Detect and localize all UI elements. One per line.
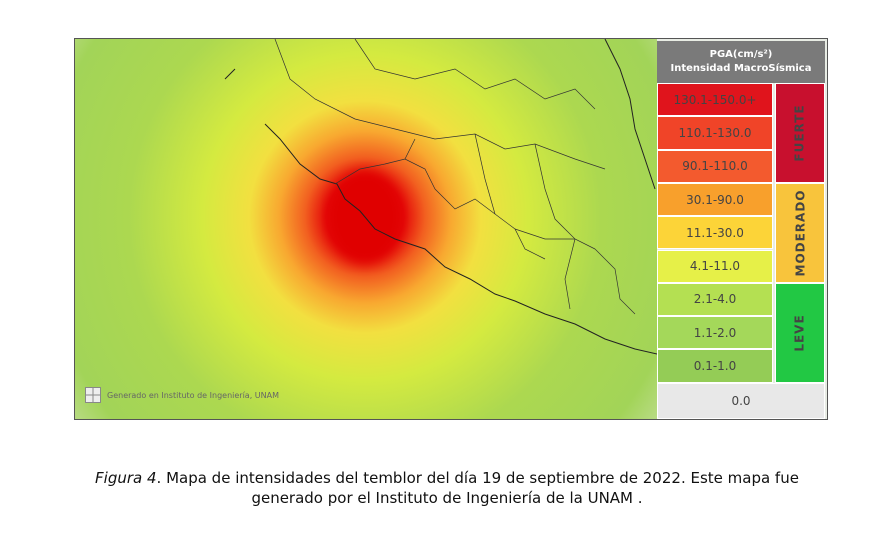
map-figure: Generado en Instituto de Ingeniería, UNA… [74,38,828,420]
legend-header: PGA(cm/s²) Intensidad MacroSísmica [657,41,825,83]
legend-row: 130.1-150.0+ [657,83,773,117]
legend-row: 30.1-90.0 [657,182,773,217]
legend-row: 90.1-110.0 [657,149,773,183]
legend-group-label: LEVE [792,314,807,352]
legend-row: 0.1-1.0 [657,349,773,383]
legend-row: 11.1-30.0 [657,216,773,250]
legend-group: LEVE [775,282,825,383]
legend-subtitle: Intensidad MacroSísmica [670,63,812,74]
state-borders [274,39,636,315]
legend-title: PGA(cm/s²) [709,49,773,60]
legend-group-label: MODERADO [793,189,807,277]
legend-row: 110.1-130.0 [657,116,773,150]
watermark-icon [85,387,101,403]
legend-group: FUERTE [775,83,825,183]
caption: Figura 4. Mapa de intensidades del tembl… [82,468,812,508]
legend-row: 2.1-4.0 [657,282,773,317]
legend-row: 1.1-2.0 [657,316,773,350]
legend-row: 0.0 [657,382,825,419]
watermark: Generado en Instituto de Ingeniería, UNA… [85,387,279,403]
intensity-map [75,39,658,419]
watermark-text: Generado en Instituto de Ingeniería, UNA… [107,390,279,400]
coastline [224,39,658,355]
caption-text: . Mapa de intensidades del temblor del d… [156,469,799,507]
caption-label: Figura 4 [95,469,157,487]
legend-group: MODERADO [775,182,825,283]
legend-row: 4.1-11.0 [657,249,773,283]
legend: PGA(cm/s²) Intensidad MacroSísmica 130.1… [657,41,825,419]
legend-group-label: FUERTE [793,104,808,162]
